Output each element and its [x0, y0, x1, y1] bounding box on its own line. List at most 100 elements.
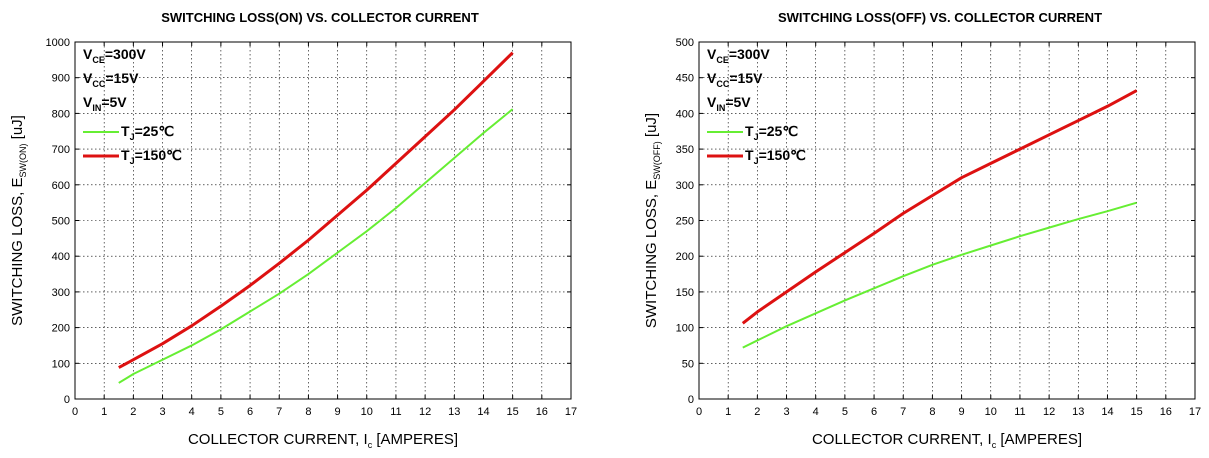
condition-label-sub: CC [92, 79, 105, 89]
condition-label-sub: CE [716, 55, 729, 65]
y-axis-label-sub: SW(OFF) [652, 141, 662, 180]
y-tick-label: 0 [688, 394, 694, 406]
legend-label-sub: J [130, 156, 135, 166]
y-tick-label: 500 [52, 216, 70, 228]
y-axis-label-sub: SW(ON) [18, 144, 28, 178]
x-tick-label: 0 [696, 406, 702, 418]
x-tick-label: 3 [159, 406, 165, 418]
condition-label-main: V [83, 94, 93, 110]
x-tick-label: 17 [565, 406, 577, 418]
x-axis-label: COLLECTOR CURRENT, Ic [AMPERES] [188, 431, 458, 450]
x-tick-label: 6 [871, 406, 877, 418]
x-tick-label: 14 [477, 406, 489, 418]
x-tick-label: 7 [900, 406, 906, 418]
y-tick-label: 700 [52, 144, 70, 156]
x-axis-label-tail: [AMPERES] [372, 431, 458, 448]
x-tick-label: 13 [448, 406, 460, 418]
condition-label: VCE=300V [83, 46, 146, 65]
chart-2: SWITCHING LOSS(OFF) VS. COLLECTOR CURREN… [643, 10, 1201, 450]
chart-title: SWITCHING LOSS(OFF) VS. COLLECTOR CURREN… [778, 10, 1102, 25]
condition-label-main: V [83, 70, 93, 86]
y-axis-label-main: SWITCHING LOSS, E [643, 180, 660, 328]
x-tick-label: 12 [1043, 406, 1055, 418]
x-axis-label-sub: c [368, 440, 373, 450]
x-tick-label: 9 [335, 406, 341, 418]
condition-label: VIN=5V [707, 94, 751, 113]
x-axis-label-main: COLLECTOR CURRENT, I [812, 431, 992, 448]
series-line-tj-150 [118, 51, 514, 369]
x-tick-label: 10 [361, 406, 373, 418]
y-tick-label: 100 [52, 358, 70, 370]
legend-label-sub: J [754, 132, 759, 142]
series-line-tj-25 [118, 108, 514, 384]
x-tick-label: 14 [1101, 406, 1113, 418]
x-axis-label-main: COLLECTOR CURRENT, I [188, 431, 368, 448]
x-tick-label: 8 [305, 406, 311, 418]
legend-label: TJ=150℃ [745, 147, 806, 166]
condition-label-tail: =15V [105, 70, 139, 86]
x-tick-label: 8 [929, 406, 935, 418]
legend-label-main: T [745, 123, 754, 139]
x-tick-label: 17 [1189, 406, 1201, 418]
legend-label-main: T [121, 123, 130, 139]
y-tick-label: 800 [52, 108, 70, 120]
x-tick-label: 2 [754, 406, 760, 418]
legend-label: TJ=150℃ [121, 147, 182, 166]
x-tick-label: 1 [101, 406, 107, 418]
legend-label-main: T [121, 147, 130, 163]
y-tick-label: 50 [682, 358, 694, 370]
x-tick-label: 10 [985, 406, 997, 418]
condition-label: VCE=300V [707, 46, 770, 65]
condition-label-tail: =5V [101, 94, 127, 110]
x-tick-label: 12 [419, 406, 431, 418]
y-tick-label: 400 [52, 251, 70, 263]
condition-label-sub: IN [92, 103, 101, 113]
y-tick-label: 900 [52, 73, 70, 85]
y-tick-label: 100 [676, 323, 694, 335]
y-tick-label: 350 [676, 144, 694, 156]
x-tick-label: 15 [507, 406, 519, 418]
legend-label-sub: J [754, 156, 759, 166]
x-tick-label: 13 [1072, 406, 1084, 418]
y-tick-label: 300 [676, 180, 694, 192]
x-axis-label: COLLECTOR CURRENT, Ic [AMPERES] [812, 431, 1082, 450]
x-tick-label: 1 [725, 406, 731, 418]
legend-label-tail: =150℃ [759, 147, 807, 163]
y-tick-label: 200 [52, 323, 70, 335]
legend-label: TJ=25℃ [745, 123, 798, 142]
x-tick-label: 6 [247, 406, 253, 418]
condition-label-tail: =300V [105, 46, 147, 62]
y-axis-label-tail: [uJ] [643, 113, 660, 141]
series-line-tj-25 [742, 201, 1137, 349]
series-line-tj-150 [741, 89, 1138, 325]
y-tick-label: 200 [676, 251, 694, 263]
condition-label-sub: IN [716, 103, 725, 113]
y-tick-label: 0 [64, 394, 70, 406]
y-axis-label: SWITCHING LOSS, ESW(ON) [uJ] [9, 115, 28, 326]
y-tick-label: 600 [52, 180, 70, 192]
x-axis-label-sub: c [992, 440, 997, 450]
legend-label-tail: =25℃ [135, 123, 175, 139]
x-tick-label: 11 [390, 406, 401, 418]
x-tick-label: 3 [783, 406, 789, 418]
condition-label: VCC=15V [707, 70, 763, 89]
x-tick-label: 2 [130, 406, 136, 418]
legend-label-main: T [745, 147, 754, 163]
condition-label-main: V [707, 46, 717, 62]
condition-label-sub: CC [716, 79, 729, 89]
x-tick-label: 5 [842, 406, 848, 418]
condition-label-tail: =5V [725, 94, 751, 110]
y-tick-label: 400 [676, 108, 694, 120]
x-tick-label: 11 [1014, 406, 1025, 418]
y-tick-label: 300 [52, 287, 70, 299]
condition-label-main: V [707, 70, 717, 86]
y-tick-label: 250 [676, 216, 694, 228]
x-tick-label: 16 [1160, 406, 1172, 418]
legend-label: TJ=25℃ [121, 123, 174, 142]
chart-title: SWITCHING LOSS(ON) VS. COLLECTOR CURRENT [161, 10, 479, 25]
x-tick-label: 16 [536, 406, 548, 418]
condition-label: VIN=5V [83, 94, 127, 113]
y-tick-label: 1000 [46, 37, 70, 49]
x-tick-label: 5 [218, 406, 224, 418]
